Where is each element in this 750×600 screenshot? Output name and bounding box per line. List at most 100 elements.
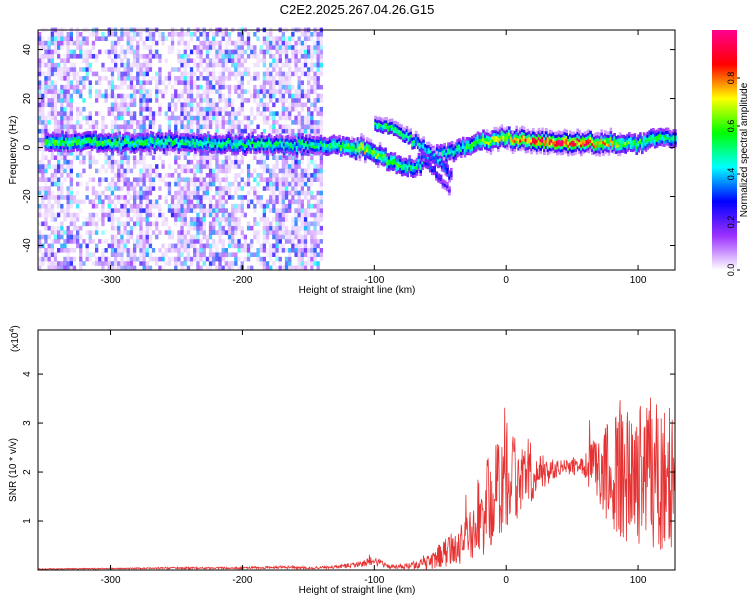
spectrogram-signal-cell <box>244 149 247 154</box>
spectrogram-signal-cell <box>449 154 452 158</box>
spectrogram-signal-cell <box>79 134 83 138</box>
spectrogram-noise-cell <box>129 256 134 262</box>
spectrogram-noise-cell <box>307 221 311 227</box>
spectrogram-noise-cell <box>136 239 140 244</box>
spectrogram-noise-cell <box>243 49 247 55</box>
spectrogram-signal-cell <box>345 136 349 141</box>
spectrogram-noise-cell <box>212 115 216 121</box>
spectrogram-noise-cell <box>148 221 153 227</box>
spectrogram-signal-cell <box>127 146 131 151</box>
spectrogram-noise-cell <box>170 32 175 37</box>
spectrogram-noise-cell <box>155 84 159 90</box>
spectrogram-signal-cell <box>365 143 369 147</box>
spectrogram-noise-cell <box>240 98 244 103</box>
spectrogram-signal-cell <box>343 143 347 147</box>
spectrogram-noise-cell <box>114 243 118 249</box>
spectrogram-noise-cell <box>41 234 45 240</box>
spectrogram-noise-cell <box>240 45 244 50</box>
spectrogram-noise-cell <box>189 32 194 37</box>
spectrogram-signal-cell <box>528 136 531 141</box>
spectrogram-noise-cell <box>76 45 80 50</box>
spectrogram-noise-cell <box>234 115 238 121</box>
spectrogram-noise-cell <box>123 203 127 209</box>
spectrogram-signal-cell <box>487 138 491 143</box>
spectrogram-noise-cell <box>79 67 83 72</box>
spectrogram-noise-cell <box>91 186 96 191</box>
spectrogram-signal-cell <box>386 164 389 169</box>
spectrogram-noise-cell <box>202 186 206 191</box>
spectrogram-signal-cell <box>526 128 530 133</box>
spectrogram-signal-cell <box>149 136 153 141</box>
spectrogram-noise-cell <box>104 256 108 262</box>
spectrogram-noise-cell <box>145 173 149 178</box>
spectrogram-noise-cell <box>50 212 54 218</box>
spectrogram-signal-cell <box>533 132 537 136</box>
spectrogram-noise-cell <box>281 93 285 99</box>
spectrogram-noise-cell <box>272 234 276 240</box>
spectrogram-noise-cell <box>278 58 282 63</box>
spectrogram-noise-cell <box>151 120 156 125</box>
spectrogram-noise-cell <box>269 173 273 178</box>
spectrogram-signal-cell <box>474 145 478 149</box>
spectrogram-signal-cell <box>358 149 362 153</box>
spectrogram-noise-cell <box>79 199 83 205</box>
spectrogram-signal-cell <box>149 130 153 135</box>
spectrogram-noise-cell <box>303 221 308 227</box>
spectrogram-noise-cell <box>303 212 308 218</box>
spectrogram-noise-cell <box>129 67 134 72</box>
spectrogram-noise-cell <box>148 45 153 50</box>
spectrogram-signal-cell <box>125 134 129 139</box>
spectrogram-noise-cell <box>85 221 89 227</box>
spectrogram-noise-cell <box>44 256 48 262</box>
spectrogram-signal-cell <box>469 140 472 144</box>
spectrogram-signal-cell <box>513 145 517 149</box>
spectrogram-noise-cell <box>148 181 153 187</box>
spectrogram-noise-cell <box>101 124 105 130</box>
spectrogram-signal-cell <box>493 141 496 145</box>
spectrogram-signal-cell <box>101 140 105 144</box>
spectrogram-signal-cell <box>345 148 349 152</box>
spectrogram-signal-cell <box>136 138 140 143</box>
spectrogram-noise-cell <box>265 106 270 112</box>
spectrogram-noise-cell <box>148 76 153 81</box>
spectrogram-noise-cell <box>294 199 298 205</box>
spectrogram-noise-cell <box>272 45 276 50</box>
spectrogram-signal-cell <box>506 126 509 130</box>
spectrogram-noise-cell <box>202 252 206 257</box>
spectrogram-signal-cell <box>312 141 315 146</box>
spectrogram-noise-cell <box>129 225 134 231</box>
spectrogram-signal-cell <box>498 132 502 136</box>
spectrogram-signal-cell <box>502 135 506 139</box>
spectrogram-noise-cell <box>174 151 178 156</box>
spectrogram-signal-cell <box>124 135 127 139</box>
spectrogram-noise-cell <box>262 261 266 266</box>
spectrogram-signal-cell <box>212 144 216 148</box>
spectrogram-signal-cell <box>111 135 114 139</box>
spectrogram-noise-cell <box>272 195 276 200</box>
spectrogram-noise-cell <box>284 40 289 46</box>
spectrogram-noise-cell <box>142 62 146 68</box>
spectrogram-noise-cell <box>63 54 67 59</box>
spectrogram-noise-cell <box>224 190 228 196</box>
spectrogram-noise-cell <box>120 71 124 77</box>
spectrogram-noise-cell <box>291 199 295 205</box>
spectrogram-signal-cell <box>340 144 343 148</box>
spectrogram-noise-cell <box>310 265 314 271</box>
spectrogram-signal-cell <box>511 130 515 134</box>
spectrogram-signal-cell <box>199 136 203 141</box>
spectrogram-signal-cell <box>144 145 147 149</box>
spectrogram-noise-cell <box>63 58 67 63</box>
spectrogram-noise-cell <box>237 164 241 169</box>
spectrogram-noise-cell <box>174 177 178 182</box>
spectrogram-noise-cell <box>310 115 314 121</box>
spectrogram-signal-cell <box>64 146 68 150</box>
spectrogram-noise-cell <box>218 159 222 165</box>
spectrogram-noise-cell <box>98 76 102 81</box>
spectrogram-noise-cell <box>57 195 61 200</box>
spectrogram-noise-cell <box>265 76 270 81</box>
spectrogram-noise-cell <box>221 58 225 63</box>
spectrogram-signal-cell <box>242 145 245 149</box>
spectrogram-signal-cell <box>194 150 197 154</box>
spectrogram-signal-cell <box>449 145 452 149</box>
spectrogram-signal-cell <box>155 133 158 137</box>
